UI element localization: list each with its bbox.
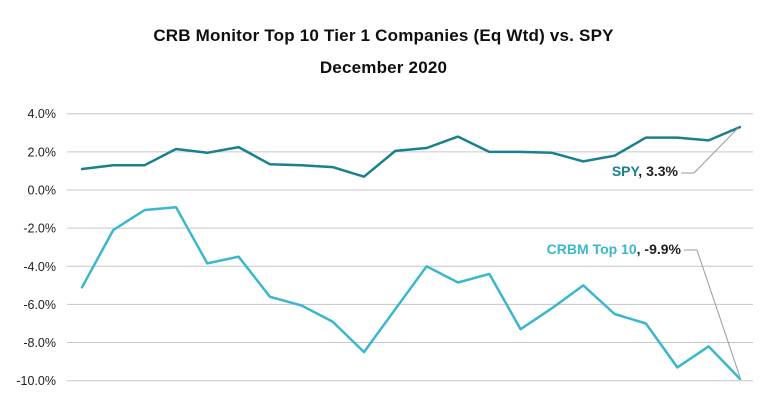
spy-end-label: SPY, 3.3% bbox=[612, 163, 678, 179]
y-axis-tick-label: 0.0% bbox=[28, 184, 57, 198]
y-axis-tick-label: -4.0% bbox=[23, 260, 56, 274]
chart-subtitle: December 2020 bbox=[319, 58, 448, 77]
y-axis-tick-label: -2.0% bbox=[23, 222, 56, 236]
y-axis-tick-label: -8.0% bbox=[23, 336, 56, 350]
y-axis-tick-label: -6.0% bbox=[23, 298, 56, 312]
spy-final-value: , 3.3% bbox=[638, 163, 678, 179]
crbm-label-connector-line bbox=[684, 249, 741, 377]
crbm-series-name: CRBM Top 10 bbox=[546, 241, 637, 257]
crbm-final-value: , -9.9% bbox=[636, 241, 681, 257]
crbm-line bbox=[80, 205, 742, 381]
y-axis-tick-label: -10.0% bbox=[16, 374, 56, 388]
y-axis-tick-label: 2.0% bbox=[28, 145, 57, 159]
spy-label-connector-line bbox=[681, 127, 739, 174]
chart-title: CRB Monitor Top 10 Tier 1 Companies (Eq … bbox=[153, 26, 614, 45]
crbm-end-label: CRBM Top 10, -9.9% bbox=[547, 241, 681, 257]
spy-series-name: SPY bbox=[611, 163, 639, 179]
spy-line bbox=[80, 125, 742, 178]
y-axis-tick-label: 4.0% bbox=[28, 107, 57, 121]
